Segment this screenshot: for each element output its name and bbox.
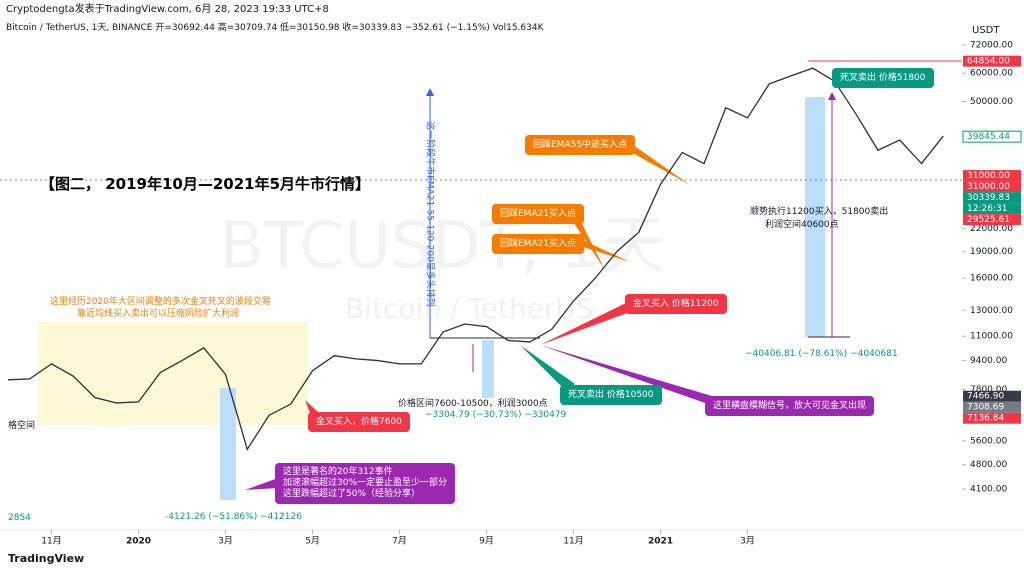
callout: 回踩EMA21买入点 <box>492 234 585 254</box>
symbol-info: Bitcoin / TetherUS, 1天, BINANCE 开=30692.… <box>6 23 544 33</box>
arrow-head <box>828 92 836 100</box>
price-badge-label: 64854.00 <box>967 57 1010 67</box>
price-badge-label: 30339.83 <box>967 193 1010 203</box>
callout: 回踩EMA21买入点 <box>492 204 585 224</box>
highlight-box <box>38 322 308 425</box>
callout: 金叉买入，价格7600 <box>308 412 410 432</box>
countdown: 12:26:31 <box>967 204 1007 214</box>
pointer <box>520 345 575 390</box>
callout: 死叉卖出 价格51800 <box>832 68 934 88</box>
price-badge <box>962 130 1022 143</box>
x-tick-label: 9月 <box>479 536 494 547</box>
y-tick-label: 50000.00 <box>970 97 1013 107</box>
vertical-note: 这一阶段牛市EMA21-55-120-200呈多头排列 <box>425 121 437 307</box>
measure-label: −3304.79 (−30.73%) −330479 <box>425 410 567 420</box>
price-axis <box>962 0 1024 530</box>
callout-line: 加速滚幅超过30%一定要止盈至少一部分 <box>283 478 448 488</box>
watermark-name: Bitcoin / TetherUS <box>345 292 594 325</box>
y-tick-label: 13000.00 <box>970 306 1013 316</box>
callout: 金叉买入 价格11200 <box>625 294 727 314</box>
measure-bar <box>805 97 825 337</box>
price-badge-label: 7308.69 <box>967 403 1004 413</box>
publisher: Cryptodengta发表于TradingView.com, 6月 28, 2… <box>6 4 329 15</box>
pointer <box>245 478 278 490</box>
price-badge <box>963 214 1021 226</box>
x-tick-label: 3月 <box>740 536 755 547</box>
y-tick-label: 19000.00 <box>970 247 1013 257</box>
price-badge-label: 29525.61 <box>967 215 1010 225</box>
callout-line: 这里跌幅超过了50%（经验分享） <box>283 489 421 499</box>
arrow-head <box>426 88 434 96</box>
x-tick-label: 5月 <box>305 536 320 547</box>
countdown-badge <box>963 203 1021 215</box>
note: 这里经历2020年大区间调整的多次金叉死叉的波段交易 <box>50 297 271 307</box>
y-tick-label: 5600.00 <box>970 436 1007 446</box>
callout: 死叉卖出 价格10500 <box>560 385 662 405</box>
measure-bar <box>482 340 494 398</box>
x-tick-label: 2021 <box>648 537 673 547</box>
pointer <box>540 302 630 345</box>
callout-line: 这里是著名的20年312事件 <box>283 467 393 477</box>
x-tick-label: 11月 <box>41 536 61 547</box>
x-tick-label: 3月 <box>218 536 233 547</box>
price-badge <box>963 55 1021 67</box>
price-line <box>7 67 944 451</box>
callout: 回踩EMA55中途买入点 <box>525 135 636 155</box>
pointer <box>574 238 630 262</box>
x-tick-label: 7月 <box>392 536 407 547</box>
note: 顺势执行11200买入，51800卖出 <box>750 207 889 217</box>
x-tick-label: 2020 <box>126 537 151 547</box>
measure-bar <box>220 388 236 500</box>
y-tick-label: 4800.00 <box>970 460 1007 470</box>
price-badge-label: 7136.84 <box>967 414 1004 424</box>
measure-label: -4121.26 (−51.86%) −412126 <box>165 512 302 522</box>
y-tick-label: 11000.00 <box>970 332 1013 342</box>
price-badge <box>963 170 1021 182</box>
watermark-symbol: BTCUSDT, 1天 <box>220 210 665 284</box>
price-badge-label: 31000.00 <box>967 171 1010 181</box>
y-tick-label: 4100.00 <box>970 485 1007 495</box>
note: 格空间 <box>8 421 36 431</box>
note: 靠近均线买入卖出可以压缩风险扩大利润 <box>77 309 240 319</box>
y-tick-label: 22000.00 <box>970 224 1013 234</box>
measure-label: −40406.81 (−78.61%) −4040681 <box>745 349 898 359</box>
pointer <box>540 345 712 404</box>
y-tick-label: 60000.00 <box>970 69 1013 79</box>
note: 2854 <box>8 513 31 523</box>
price-badge <box>963 192 1021 204</box>
y-tick-label: 9400.00 <box>970 356 1007 366</box>
price-badge <box>963 390 1021 402</box>
price-badge-label: 31000.00 <box>967 182 1010 192</box>
price-badge <box>963 401 1021 413</box>
pointer <box>620 140 690 185</box>
currency: USDT <box>972 25 1000 36</box>
y-tick-label: 16000.00 <box>970 274 1013 284</box>
x-tick-label: 11月 <box>563 536 583 547</box>
brand: TradingView <box>8 552 85 565</box>
callout: 这里是著名的20年312事件 加速滚幅超过30%一定要止盈至少一部分 这里跌幅超过了… <box>275 463 456 504</box>
pointer <box>568 212 605 270</box>
title: 【图二， 2019年10月—2021年5月牛市行情】 <box>40 175 371 193</box>
price-badge <box>963 181 1021 193</box>
price-badge-label: 7466.90 <box>967 392 1004 402</box>
y-tick-label: 72000.00 <box>970 40 1013 50</box>
callout: 这里横盘模糊信号，放大可见金叉出现 <box>705 396 875 416</box>
y-tick-label: 7800.00 <box>970 385 1007 395</box>
price-badge-label: 39845.44 <box>967 132 1010 142</box>
price-badge <box>963 412 1021 424</box>
note: 利润空间40600点 <box>765 220 839 230</box>
note: 价格区间7600-10500，利润3000点 <box>398 399 548 409</box>
